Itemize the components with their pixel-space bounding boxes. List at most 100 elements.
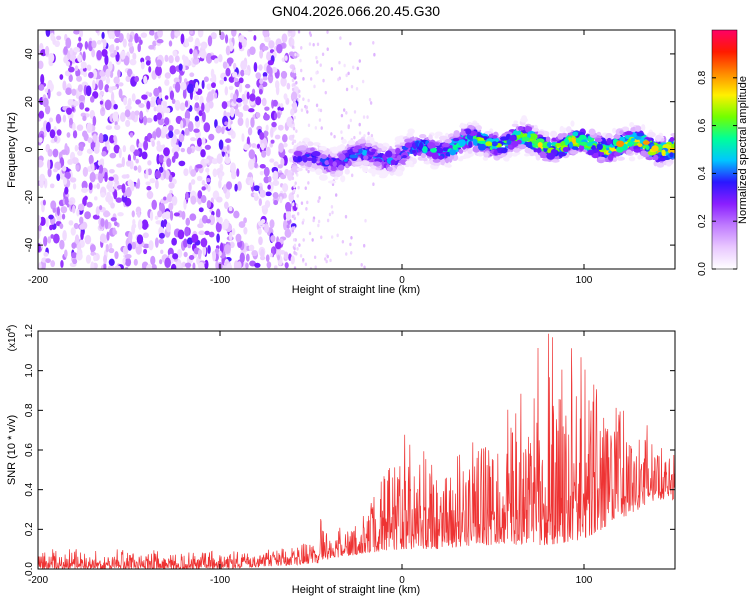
spectrogram-cell	[113, 144, 120, 154]
spectrogram-cell	[212, 168, 218, 178]
spectrogram-cell	[404, 142, 413, 149]
spectrogram-cell	[432, 158, 441, 163]
spectrogram-cell	[666, 162, 672, 167]
spectrogram-cell	[295, 203, 299, 208]
spectrogram-cell	[163, 219, 168, 227]
spectrogram-cell	[274, 134, 281, 140]
spectrogram-cell	[75, 164, 80, 171]
spectrogram-cell	[559, 125, 565, 133]
spectrogram-cell	[153, 106, 158, 112]
spectrogram-cell	[295, 81, 298, 85]
spectrogram-cell	[311, 163, 318, 169]
spectrogram-cell	[613, 151, 621, 157]
spectrogram-cell	[296, 167, 303, 172]
spectrogram-cell	[483, 152, 489, 158]
spectrogram-cell	[215, 125, 222, 134]
spectrogram-cell	[302, 258, 305, 262]
spectrogram-cell	[331, 210, 334, 215]
colorbar-label: Normalized spectral amplitude	[737, 76, 749, 224]
spectrogram-cell	[245, 262, 249, 269]
spectrogram-cell	[79, 102, 85, 110]
spectrogram-cell	[129, 45, 135, 54]
spectrogram-cell	[250, 117, 255, 128]
spectrogram-y-tick-label: 20	[24, 96, 35, 108]
spectrogram-cell	[670, 132, 675, 137]
spectrogram-cell	[215, 208, 221, 219]
spectrogram-cell	[181, 261, 187, 268]
spectrogram-cell	[114, 124, 121, 130]
spectrogram-cell	[290, 108, 295, 117]
spectrogram-cell	[124, 109, 131, 118]
spectrogram-cell	[43, 235, 48, 247]
spectrogram-cell	[223, 244, 231, 255]
spectrogram-cell	[150, 255, 156, 266]
spectrogram-cell	[91, 48, 96, 58]
spectrogram-cell	[125, 186, 132, 198]
spectrogram-cell	[50, 32, 55, 42]
spectrogram-cell	[309, 77, 313, 81]
spectrogram-cell	[231, 71, 238, 78]
spectrogram-cell	[174, 30, 181, 37]
spectrogram-cell	[164, 211, 171, 220]
spectrogram-cell	[71, 157, 79, 165]
spectrogram-cell	[52, 168, 58, 173]
spectrogram-cell	[77, 84, 83, 93]
spectrogram-cell	[347, 124, 350, 128]
spectrogram-cell	[269, 219, 275, 229]
spectrogram-cell	[247, 127, 253, 136]
spectrogram-cell	[163, 147, 170, 157]
spectrogram-cell	[129, 58, 137, 66]
spectrogram-cell	[627, 141, 634, 147]
spectrogram-cell	[307, 169, 310, 174]
spectrogram-cell	[312, 218, 315, 223]
spectrogram-cell	[319, 63, 322, 67]
spectrogram-cell	[655, 134, 662, 142]
spectrogram-cell	[259, 131, 265, 140]
spectrogram-cell	[219, 242, 224, 254]
spectrogram-cell	[172, 50, 178, 57]
spectrogram-cell	[184, 110, 191, 121]
spectrogram-cell	[103, 254, 108, 265]
spectrogram-cell	[446, 163, 452, 168]
spectrogram-cell	[263, 166, 270, 177]
spectrogram-cell	[198, 110, 203, 117]
spectrogram-cell	[84, 40, 89, 50]
spectrogram-cell	[166, 158, 172, 168]
spectrogram-cell	[246, 91, 250, 100]
spectrogram-cell	[82, 130, 88, 138]
spectrogram-cell	[166, 193, 173, 203]
spectrogram-cell	[117, 69, 121, 78]
spectrogram-cell	[224, 86, 229, 96]
spectrogram-cell	[105, 244, 109, 253]
spectrogram-cell	[452, 144, 458, 150]
spectrogram-cell	[59, 223, 64, 229]
spectrogram-cell	[378, 174, 387, 179]
spectrogram-cell	[524, 147, 532, 154]
spectrogram-cell	[113, 221, 118, 227]
spectrogram-cell	[366, 115, 369, 119]
spectrogram-cell	[353, 145, 363, 150]
spectrogram-cell	[293, 246, 296, 251]
spectrogram-cell	[349, 118, 353, 123]
spectrogram-cell	[311, 151, 321, 157]
spectrogram-cell	[597, 156, 606, 161]
spectrogram-cell	[82, 115, 87, 122]
spectrogram-cell	[118, 32, 124, 42]
spectrogram-cell	[297, 156, 303, 162]
spectrogram-cell	[68, 117, 73, 126]
spectrogram-cell	[92, 214, 100, 220]
spectrogram-cell	[154, 237, 159, 248]
spectrogram-cell	[270, 127, 274, 138]
spectrogram-cell	[421, 145, 428, 153]
spectrogram-cell	[307, 141, 314, 147]
spectrogram-cell	[136, 234, 144, 245]
spectrogram-cell	[146, 100, 151, 110]
spectrogram-cell	[59, 74, 64, 80]
spectrogram-cell	[273, 265, 278, 269]
spectrogram-cell	[169, 90, 175, 101]
spectrogram-cell	[245, 253, 250, 262]
spectrogram-cell	[568, 141, 573, 149]
spectrogram-cell	[353, 110, 357, 114]
spectrogram-cell	[273, 112, 278, 120]
spectrogram-cell	[126, 160, 132, 167]
